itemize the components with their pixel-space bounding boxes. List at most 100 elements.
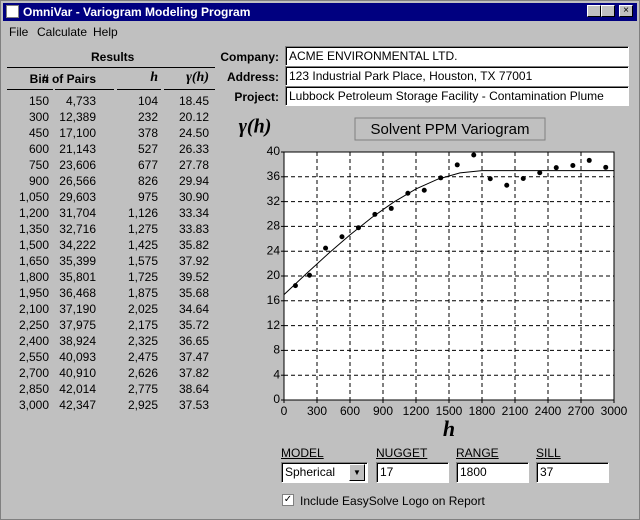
table-cell: 30.90 bbox=[178, 190, 209, 204]
table-cell: 1,500 bbox=[18, 238, 49, 252]
number-field[interactable]: 1800 bbox=[456, 462, 529, 483]
table-cell: 450 bbox=[28, 126, 49, 140]
title-rule bbox=[7, 67, 215, 68]
maximize-button[interactable] bbox=[601, 5, 615, 17]
menu-item[interactable]: Calculate bbox=[37, 25, 88, 39]
results-title: Results bbox=[91, 50, 135, 64]
checkbox[interactable]: ✓ bbox=[282, 494, 294, 506]
x-tick-label: 1500 bbox=[436, 404, 463, 418]
table-cell: 1,800 bbox=[18, 270, 49, 284]
header-rule bbox=[164, 89, 215, 90]
menu-item[interactable]: File bbox=[9, 25, 29, 39]
data-point bbox=[471, 152, 477, 158]
table-cell: 1,050 bbox=[18, 190, 49, 204]
data-point bbox=[487, 176, 493, 182]
table-cell: 35.68 bbox=[178, 286, 209, 300]
table-cell: 2,925 bbox=[127, 398, 158, 412]
table-cell: 20.12 bbox=[178, 110, 209, 124]
table-cell: 300 bbox=[28, 110, 49, 124]
text-field[interactable]: ACME ENVIRONMENTAL LTD. bbox=[285, 46, 629, 66]
data-point bbox=[454, 162, 460, 168]
x-tick-label: 1800 bbox=[469, 404, 496, 418]
data-point bbox=[520, 176, 526, 182]
table-cell: 2,100 bbox=[18, 302, 49, 316]
y-tick-label: 12 bbox=[267, 318, 281, 332]
table-cell: 1,425 bbox=[127, 238, 158, 252]
data-point bbox=[553, 165, 559, 171]
table-cell: 35.72 bbox=[178, 318, 209, 332]
column-header: γ(h) bbox=[186, 70, 209, 85]
dropdown-button[interactable]: ▼ bbox=[349, 464, 365, 481]
table-cell: 23,606 bbox=[59, 158, 96, 172]
table-cell: 1,875 bbox=[127, 286, 158, 300]
y-tick-label: 0 bbox=[273, 392, 280, 406]
table-cell: 36.65 bbox=[178, 334, 209, 348]
table-cell: 42,014 bbox=[59, 382, 96, 396]
table-cell: 29,603 bbox=[59, 190, 96, 204]
data-point bbox=[339, 234, 345, 240]
table-cell: 32,716 bbox=[59, 222, 96, 236]
table-cell: 35.82 bbox=[178, 238, 209, 252]
chart-title-box bbox=[354, 117, 546, 141]
table-cell: 2,550 bbox=[18, 350, 49, 364]
table-cell: 39.52 bbox=[178, 270, 209, 284]
table-cell: 27.78 bbox=[178, 158, 209, 172]
column-header: # of Pairs bbox=[41, 72, 96, 86]
header-rule bbox=[7, 89, 53, 90]
table-cell: 1,350 bbox=[18, 222, 49, 236]
table-cell: 37.47 bbox=[178, 350, 209, 364]
data-point bbox=[388, 205, 394, 211]
number-field[interactable]: 37 bbox=[536, 462, 609, 483]
table-cell: 40,910 bbox=[59, 366, 96, 380]
field-label: Address: bbox=[226, 70, 279, 84]
table-cell: 21,143 bbox=[59, 142, 96, 156]
table-cell: 42,347 bbox=[59, 398, 96, 412]
model-curve bbox=[283, 170, 614, 295]
header-rule bbox=[117, 89, 161, 90]
app-icon bbox=[6, 5, 19, 18]
table-cell: 2,325 bbox=[127, 334, 158, 348]
text-field[interactable]: 123 Industrial Park Place, Houston, TX 7… bbox=[285, 66, 629, 86]
menu-item[interactable]: Help bbox=[93, 25, 118, 39]
y-tick-label: 28 bbox=[267, 219, 281, 233]
minimize-button[interactable] bbox=[587, 5, 601, 17]
y-tick-label: 4 bbox=[273, 367, 280, 381]
table-cell: 33.34 bbox=[178, 206, 209, 220]
x-axis-label: h bbox=[443, 416, 455, 441]
y-axis-label: γ(h) bbox=[239, 116, 272, 138]
table-cell: 17,100 bbox=[59, 126, 96, 140]
column-header: Bin bbox=[29, 72, 49, 86]
table-cell: 2,025 bbox=[127, 302, 158, 316]
y-tick-label: 36 bbox=[267, 169, 281, 183]
table-cell: 2,250 bbox=[18, 318, 49, 332]
table-cell: 2,400 bbox=[18, 334, 49, 348]
y-tick-label: 40 bbox=[267, 144, 281, 158]
table-cell: 37.53 bbox=[178, 398, 209, 412]
x-tick-label: 2400 bbox=[535, 404, 562, 418]
table-cell: 2,850 bbox=[18, 382, 49, 396]
x-tick-label: 2100 bbox=[502, 404, 529, 418]
table-cell: 34,222 bbox=[59, 238, 96, 252]
table-cell: 18.45 bbox=[178, 94, 209, 108]
model-select[interactable]: Spherical bbox=[281, 462, 368, 483]
table-cell: 527 bbox=[137, 142, 158, 156]
x-tick-label: 3000 bbox=[601, 404, 628, 418]
close-button[interactable]: × bbox=[619, 5, 633, 17]
text-field[interactable]: Lubbock Petroleum Storage Facility - Con… bbox=[285, 86, 629, 106]
data-point bbox=[307, 272, 313, 278]
table-cell: 1,725 bbox=[127, 270, 158, 284]
data-point bbox=[570, 163, 576, 169]
table-cell: 37,975 bbox=[59, 318, 96, 332]
table-cell: 36,468 bbox=[59, 286, 96, 300]
table-cell: 750 bbox=[28, 158, 49, 172]
table-cell: 37.82 bbox=[178, 366, 209, 380]
control-label: NUGGET bbox=[376, 446, 428, 460]
table-cell: 29.94 bbox=[178, 174, 209, 188]
table-cell: 35,399 bbox=[59, 254, 96, 268]
table-cell: 900 bbox=[28, 174, 49, 188]
table-cell: 1,950 bbox=[18, 286, 49, 300]
table-cell: 232 bbox=[137, 110, 158, 124]
number-field[interactable]: 17 bbox=[376, 462, 449, 483]
table-cell: 4,733 bbox=[65, 94, 96, 108]
